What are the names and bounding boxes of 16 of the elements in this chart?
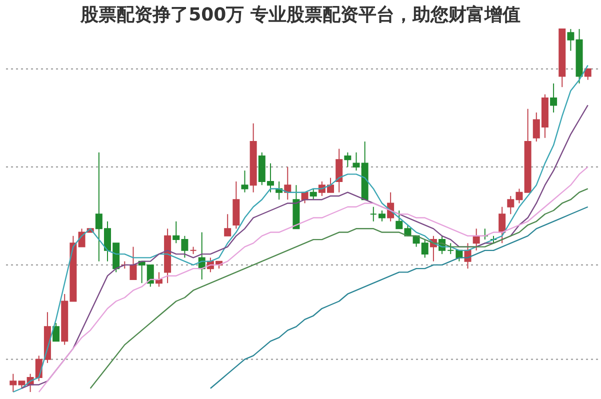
candlestick xyxy=(52,322,60,342)
candlestick xyxy=(567,28,574,52)
candlestick xyxy=(344,152,352,168)
candlestick xyxy=(447,242,454,255)
candlestick xyxy=(498,206,506,244)
candlestick xyxy=(550,82,558,113)
candlestick xyxy=(584,68,592,80)
candlestick xyxy=(224,214,232,236)
candlestick xyxy=(336,148,343,193)
candlestick xyxy=(130,246,137,280)
candlestick xyxy=(284,166,292,200)
candlestick xyxy=(378,210,386,222)
candlestick xyxy=(241,170,248,193)
candlestick xyxy=(370,206,377,222)
chart-title: 股票配资挣了500万 专业股票配资平台，助您财富增值 xyxy=(80,4,520,26)
candlestick xyxy=(310,188,317,200)
